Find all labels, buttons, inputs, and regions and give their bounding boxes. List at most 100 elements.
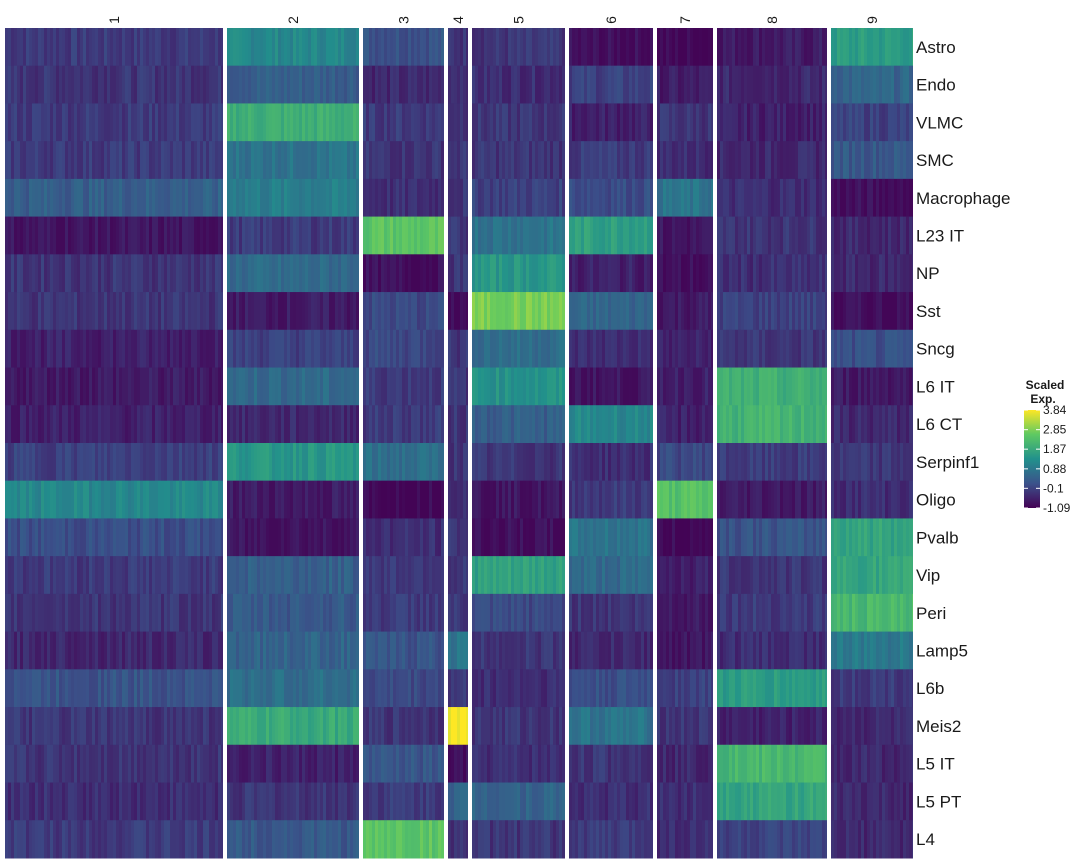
cell-stripe [251,480,254,519]
cell-stripe [35,556,38,595]
cell-stripe [317,292,320,331]
cell-stripe [529,65,532,104]
cell-stripe [95,28,98,67]
cell-stripe [493,443,496,482]
cell-stripe [209,367,212,406]
cell-stripe [179,329,182,369]
cell-stripe [320,292,323,331]
cell-stripe [807,443,810,482]
cell-stripe [675,65,678,104]
cell-stripe [32,556,35,595]
cell-np-cluster-2 [227,254,359,293]
cell-stripe [641,480,644,519]
cell-stripe [110,443,113,482]
cell-stripe [629,443,632,482]
cell-stripe [314,480,317,519]
cell-stripe [535,216,538,255]
cell-stripe [107,254,110,293]
cell-stripe [182,556,185,595]
cell-stripe [596,103,599,142]
cell-stripe [245,216,248,255]
cell-stripe [912,329,913,369]
cell-stripe [771,28,774,67]
cell-stripe [50,480,53,519]
cell-stripe [326,65,329,104]
cell-stripe [490,254,493,293]
cell-stripe [735,103,738,142]
cell-stripe [125,518,128,557]
cell-stripe [149,405,152,444]
cell-stripe [897,593,900,633]
cell-stripe [8,254,11,293]
cell-stripe [92,556,95,595]
cell-stripe [882,292,885,331]
cell-stripe [705,593,708,633]
cell-stripe [792,593,795,633]
cell-stripe [203,292,206,331]
cell-stripe [882,556,885,595]
cell-stripe [408,216,411,255]
cell-stripe [882,593,885,633]
cell-stripe [602,216,605,255]
cell-stripe [608,556,611,595]
cell-stripe [858,405,861,444]
cell-stripe [909,292,912,331]
cell-stripe [678,443,681,482]
cell-stripe [429,28,432,67]
cell-stripe [332,518,335,557]
cell-stripe [356,141,359,180]
cell-stripe [29,443,32,482]
cell-stripe [903,28,906,67]
cell-stripe [335,556,338,595]
cell-sst-cluster-7 [657,292,713,331]
cell-stripe [155,480,158,519]
cell-stripe [867,28,870,67]
cell-stripe [269,367,272,406]
cell-stripe [547,443,550,482]
cell-stripe [538,292,541,331]
cell-stripe [347,141,350,180]
cell-stripe [14,443,17,482]
cell-stripe [484,556,487,595]
cell-stripe [143,367,146,406]
cell-stripe [56,443,59,482]
cell-stripe [870,556,873,595]
cell-stripe [20,518,23,557]
cell-stripe [870,518,873,557]
cell-stripe [511,103,514,142]
cell-stripe [765,556,768,595]
cell-stripe [550,178,553,218]
cell-stripe [717,254,720,293]
cell-stripe [732,292,735,331]
cell-stripe [593,480,596,519]
cell-stripe [711,593,713,633]
cell-stripe [666,556,669,595]
cell-stripe [332,216,335,255]
cell-stripe [684,141,687,180]
cell-stripe [176,367,179,406]
cell-stripe [347,329,350,369]
cell-stripe [559,28,562,67]
cell-l6-it-cluster-9 [831,367,913,406]
cell-stripe [684,480,687,519]
cell-pvalb-cluster-5 [472,518,565,557]
cell-np-cluster-7 [657,254,713,293]
cell-stripe [230,329,233,369]
cell-stripe [92,329,95,369]
cell-stripe [810,254,813,293]
cell-stripe [353,593,356,633]
cell-stripe [98,141,101,180]
cell-stripe [284,292,287,331]
cell-stripe [338,367,341,406]
cell-stripe [269,292,272,331]
cell-stripe [281,593,284,633]
cell-l6-it-cluster-4 [448,367,468,406]
cell-stripe [314,254,317,293]
cell-stripe [810,65,813,104]
cell-stripe [876,178,879,218]
cell-stripe [846,405,849,444]
cell-stripe [675,593,678,633]
cell-stripe [481,103,484,142]
cell-stripe [218,28,221,67]
cell-stripe [623,367,626,406]
